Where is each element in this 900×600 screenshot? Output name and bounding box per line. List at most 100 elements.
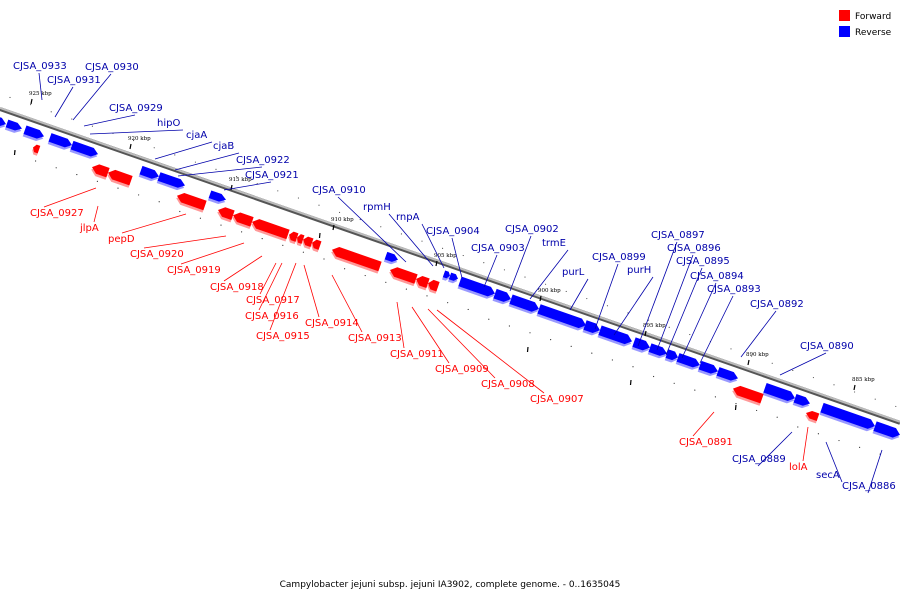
reverse-gene: [872, 421, 900, 440]
gene-body: [820, 402, 875, 429]
reverse-gene: [819, 402, 875, 432]
minor-tick: [632, 366, 634, 368]
genome-caption: Campylobacter jejuni subsp. jejuni IA390…: [280, 580, 621, 590]
minor-tick: [606, 305, 608, 307]
gene-body: [448, 272, 458, 281]
minor-tick: [215, 168, 217, 170]
gene-body: [0, 114, 7, 127]
minor-tick: [838, 439, 840, 442]
leader-cjsa-0909: [411, 306, 450, 364]
minor-tick: [503, 269, 505, 271]
forward-gene: [311, 239, 322, 253]
gene-label-cjsa-0903: CJSA_0903: [471, 243, 525, 254]
minor-tick: [792, 369, 794, 371]
gene-body: [665, 349, 679, 361]
gene-body: [33, 144, 41, 154]
minor-tick: [565, 290, 567, 292]
gene-body: [218, 207, 235, 220]
gene-body: [493, 288, 511, 302]
tick-mark: [129, 143, 132, 150]
minor-tick: [174, 154, 176, 156]
leader-cjsa-0915: [269, 262, 297, 331]
minor-tick: [673, 382, 675, 384]
tick-mark: [644, 330, 647, 337]
forward-gene: [232, 212, 254, 229]
reverse-gene: [762, 383, 796, 404]
leader-cjab: [174, 152, 240, 171]
leader-cjsa-0918: [223, 255, 263, 282]
leader-cjsa-0919: [180, 242, 245, 265]
gene-label-cjsa-0893: CJSA_0893: [707, 284, 761, 295]
minor-tick: [282, 244, 284, 247]
gene-body: [384, 251, 398, 262]
forward-gene: [251, 219, 290, 242]
reverse-gene: [492, 288, 511, 305]
leader-cjsa-0911: [396, 301, 405, 349]
gene-body: [583, 320, 601, 333]
gene-body: [289, 231, 299, 242]
gene-label-cjsa-0897: CJSA_0897: [651, 230, 705, 241]
gene-body: [390, 267, 418, 284]
tick-mark: [332, 224, 335, 231]
forward-gene: [389, 267, 418, 287]
minor-tick: [874, 398, 876, 400]
minor-tick: [462, 254, 464, 257]
reverse-gene: [442, 270, 451, 281]
gene-body: [108, 169, 133, 186]
forward-gene: [415, 276, 430, 291]
reverse-gene: [697, 360, 718, 377]
minor-tick: [421, 240, 423, 242]
legend-swatch-forward: [839, 10, 850, 21]
minor-tick: [714, 396, 717, 398]
minor-tick: [318, 204, 320, 206]
gene-body: [70, 140, 98, 157]
gene-label-rpmh: rpmH: [363, 202, 391, 213]
tick-mark: [526, 346, 529, 353]
minor-tick: [76, 173, 78, 176]
forward-gene: [296, 234, 305, 247]
gene-label-cjsa-0920: CJSA_0920: [130, 249, 184, 260]
minor-tick: [96, 180, 98, 182]
reverse-gene: [675, 353, 701, 370]
minor-tick: [426, 295, 428, 297]
gene-label-cjsa-0913: CJSA_0913: [348, 333, 402, 344]
tick-label: 925 kbp: [29, 91, 52, 97]
tick-label: 920 kbp: [128, 136, 151, 142]
gene-body: [252, 219, 290, 240]
minor-tick: [648, 319, 650, 321]
leader-cjsa-0910: [337, 196, 407, 263]
gene-label-cjsa-0917: CJSA_0917: [246, 295, 300, 306]
gene-body: [157, 172, 185, 188]
minor-tick: [179, 210, 181, 213]
gene-body: [303, 236, 314, 248]
minor-tick: [30, 104, 32, 106]
gene-body: [733, 385, 764, 404]
leader-cjaa: [154, 141, 213, 160]
forward-gene: [302, 236, 314, 250]
gene-label-cjsa-0922: CJSA_0922: [236, 155, 290, 166]
gene-body: [428, 279, 440, 292]
minor-tick: [776, 416, 778, 418]
gene-label-lola: lolA: [789, 462, 808, 473]
leader-purl: [569, 278, 589, 311]
gene-label-cjsa-0914: CJSA_0914: [305, 318, 359, 329]
leader-rnpa: [421, 223, 445, 269]
legend-label-forward: Forward: [855, 12, 891, 22]
minor-tick: [771, 362, 773, 364]
reverse-gene: [0, 114, 7, 129]
gene-label-cjab: cjaB: [213, 141, 234, 152]
gene-body: [763, 383, 796, 401]
gene-label-cjsa-0886: CJSA_0886: [842, 481, 896, 492]
forward-gene: [331, 247, 382, 274]
forward-gene: [217, 207, 235, 223]
minor-tick: [339, 211, 341, 213]
gene-label-rnpa: rnpA: [396, 212, 420, 223]
leader-cjsa-0931: [54, 86, 74, 118]
gene-body: [208, 190, 226, 202]
leader-cjsa-0927: [43, 187, 97, 208]
leader-cjsa-0891: [692, 411, 715, 437]
gene-label-cjsa-0927: CJSA_0927: [30, 208, 84, 219]
tick-mark: [539, 295, 542, 302]
gene-labels: CJSA_0933 CJSA_0931 CJSA_0930 CJSA_0929 hipO…: [13, 61, 896, 492]
